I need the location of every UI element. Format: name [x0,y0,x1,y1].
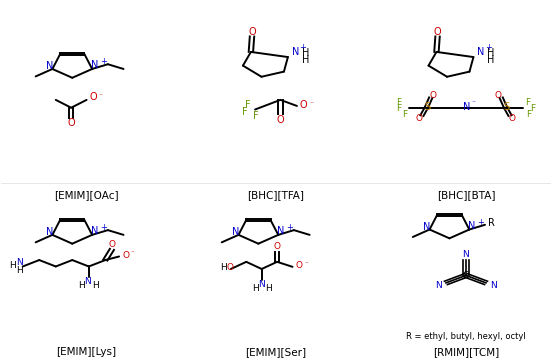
Text: N: N [277,226,285,236]
Text: S: S [503,102,509,112]
Text: F: F [245,99,250,109]
Text: O: O [108,240,115,249]
Text: N: N [17,258,23,267]
Text: F: F [253,111,259,121]
Text: F: F [525,98,530,107]
Text: +: + [477,218,484,227]
Text: O: O [434,27,442,37]
Text: +: + [100,223,107,232]
Text: [EMIM][Ser]: [EMIM][Ser] [246,347,306,357]
Text: +: + [286,223,293,232]
Text: H: H [265,284,272,293]
Text: N: N [435,281,442,290]
Text: H: H [302,55,309,65]
Text: F: F [530,104,535,113]
Text: ⁻: ⁻ [99,91,103,100]
Text: F: F [402,109,407,118]
Text: O: O [296,261,302,270]
Text: O: O [123,251,130,260]
Text: N: N [91,60,99,70]
Text: H: H [220,263,226,272]
Text: F: F [396,98,401,107]
Text: N: N [423,222,431,232]
Text: N: N [258,280,265,289]
Text: H: H [302,48,309,58]
Text: H: H [9,261,16,270]
Text: N: N [463,102,470,112]
Text: O: O [300,100,307,110]
Text: [EMIM][Lys]: [EMIM][Lys] [56,347,116,357]
Text: O: O [509,114,516,123]
Text: +: + [485,43,492,52]
Text: N: N [232,227,240,237]
Text: H: H [252,284,258,293]
Text: H: H [92,281,99,290]
Text: N: N [84,277,91,286]
Text: H: H [78,281,84,290]
Text: [RMIM][TCM]: [RMIM][TCM] [433,347,499,357]
Text: H: H [17,266,23,275]
Text: +: + [100,57,107,66]
Text: ⁻: ⁻ [309,99,313,108]
Text: N: N [463,250,469,259]
Text: O: O [67,118,75,129]
Text: [BHC][BTA]: [BHC][BTA] [437,190,495,200]
Text: N: N [477,47,485,57]
Text: R: R [488,218,495,228]
Text: O: O [226,263,233,272]
Text: O: O [248,27,256,37]
Text: O: O [429,91,437,100]
Text: R = ethyl, butyl, hexyl, octyl: R = ethyl, butyl, hexyl, octyl [406,332,526,341]
Text: O: O [415,114,422,123]
Text: H: H [487,48,495,58]
Text: O: O [495,91,501,100]
Text: [BHC][TFA]: [BHC][TFA] [247,190,305,200]
Text: ⁻: ⁻ [471,98,475,107]
Text: C: C [463,271,469,280]
Text: N: N [46,227,54,237]
Text: ⁻: ⁻ [131,251,135,257]
Text: N: N [91,226,99,236]
Text: N: N [46,61,54,71]
Text: S: S [424,102,431,112]
Text: F: F [396,104,401,113]
Text: ⁻: ⁻ [305,261,309,267]
Text: O: O [274,242,280,251]
Text: F: F [242,107,248,117]
Text: +: + [299,43,306,52]
Text: H: H [487,55,495,65]
Text: N: N [490,281,497,290]
Text: N: N [469,221,476,231]
Text: F: F [526,109,531,118]
Text: O: O [277,115,284,125]
Text: O: O [89,92,97,102]
Text: N: N [292,47,299,57]
Text: [EMIM][OAc]: [EMIM][OAc] [54,190,118,200]
